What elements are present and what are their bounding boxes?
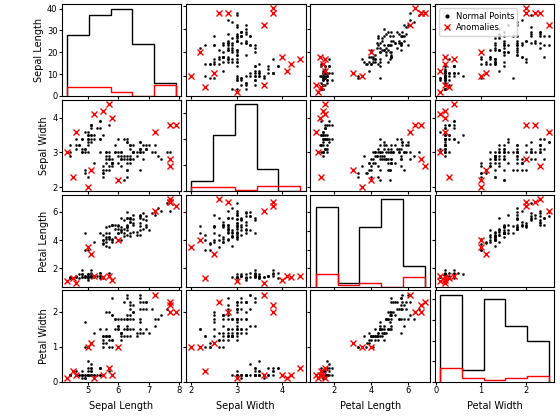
- Y-axis label: Sepal Width: Sepal Width: [39, 116, 49, 175]
- Y-axis label: Sepal Length: Sepal Length: [34, 18, 44, 82]
- X-axis label: Sepal Length: Sepal Length: [90, 401, 153, 411]
- X-axis label: Sepal Width: Sepal Width: [217, 401, 275, 411]
- X-axis label: Petal Width: Petal Width: [466, 401, 522, 411]
- X-axis label: Petal Length: Petal Length: [339, 401, 401, 411]
- Legend: Normal Points, Anomalies: Normal Points, Anomalies: [439, 8, 517, 36]
- Y-axis label: Petal Length: Petal Length: [39, 210, 49, 272]
- Y-axis label: Petal Width: Petal Width: [39, 308, 49, 364]
